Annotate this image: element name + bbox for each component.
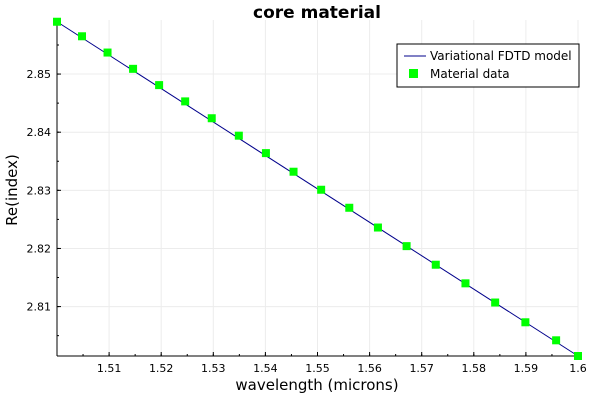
x-tick-label: 1.51	[97, 362, 122, 375]
y-tick-label: 2.84	[27, 126, 52, 139]
y-tick-label: 2.82	[27, 242, 52, 255]
data-point	[289, 167, 298, 176]
legend-entry-model: Variational FDTD model	[430, 49, 572, 63]
data-point	[129, 64, 138, 73]
legend-marker-swatch	[409, 69, 418, 78]
data-point	[53, 17, 61, 26]
y-axis-label: Re(index)	[3, 154, 21, 226]
data-point	[574, 352, 582, 360]
data-point	[155, 81, 164, 90]
x-tick-label: 1.54	[253, 362, 278, 375]
data-point	[181, 97, 190, 106]
x-tick-label: 1.56	[357, 362, 382, 375]
data-point	[431, 260, 440, 269]
x-tick-label: 1.59	[514, 362, 539, 375]
legend-box	[396, 43, 580, 88]
data-point	[234, 131, 243, 140]
y-tick-label: 2.81	[27, 301, 52, 314]
legend: Variational FDTD model Material data	[396, 43, 580, 88]
x-tick-label: 1.52	[149, 362, 174, 375]
data-point	[207, 114, 216, 123]
x-tick-label: 1.57	[409, 362, 434, 375]
legend-entry-data: Material data	[430, 67, 510, 81]
data-point	[373, 223, 382, 232]
data-point	[521, 318, 530, 327]
x-tick-label: 1.53	[201, 362, 226, 375]
data-point	[461, 279, 470, 288]
data-point	[402, 242, 411, 251]
ticks-layer: 1.51 1.52 1.53 1.54 1.55 1.56 1.57 1.58 1.59 1.6 2…	[27, 44, 587, 375]
x-tick-label: 1.58	[462, 362, 487, 375]
y-tick-label: 2.83	[27, 184, 52, 197]
data-point	[491, 298, 500, 307]
chart-title: core material	[253, 3, 381, 23]
x-tick-label: 1.55	[305, 362, 330, 375]
data-point	[552, 336, 561, 345]
y-tick-label: 2.85	[27, 68, 52, 81]
data-point	[103, 48, 112, 57]
x-axis-label: wavelength (microns)	[235, 376, 398, 394]
data-point	[345, 203, 354, 212]
series-layer	[53, 17, 582, 360]
data-point	[317, 185, 326, 194]
data-point	[261, 149, 270, 158]
x-tick-label: 1.6	[569, 362, 587, 375]
data-point	[78, 32, 87, 41]
